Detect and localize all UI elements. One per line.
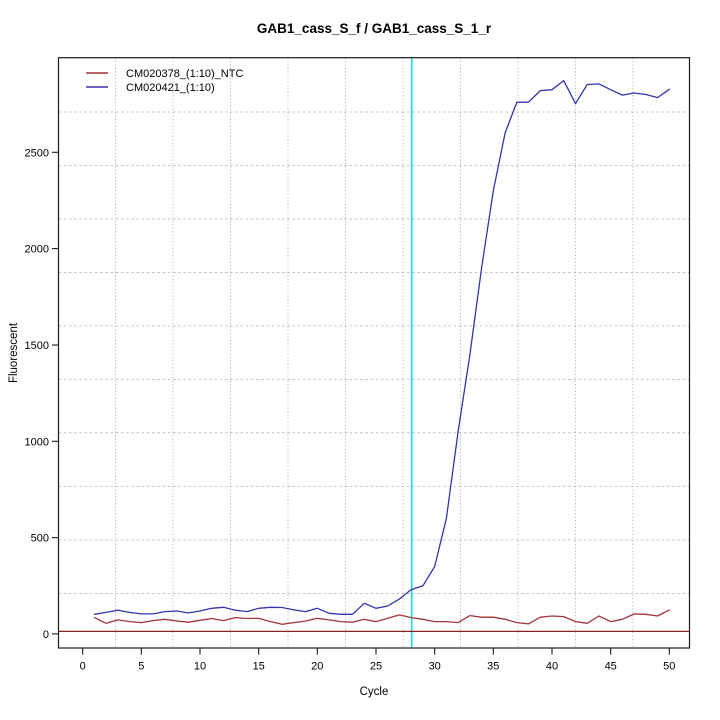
x-tick-label: 40 <box>546 661 558 673</box>
legend-label: CM020378_(1:10)_NTC <box>126 68 243 80</box>
y-tick-label: 1500 <box>25 340 49 352</box>
x-tick-label: 50 <box>663 661 675 673</box>
legend: CM020378_(1:10)_NTC CM020421_(1:10) <box>86 68 243 94</box>
y-tick-labels: 0 500 1000 1500 2000 2500 <box>25 147 49 641</box>
y-tick-label: 2000 <box>25 244 49 256</box>
chart-title: GAB1_cass_S_f / GAB1_cass_S_1_r <box>257 21 492 36</box>
x-tick-label: 35 <box>487 661 499 673</box>
x-tick-label: 30 <box>429 661 441 673</box>
y-tick-label: 0 <box>43 629 49 641</box>
y-axis-label: Fluorescent <box>8 322 20 383</box>
curve-ntc <box>93 609 670 625</box>
curve-sample <box>93 79 670 615</box>
x-axis-ticks <box>82 648 670 655</box>
legend-label: CM020421_(1:10) <box>126 82 215 94</box>
x-tick-label: 45 <box>605 661 617 673</box>
horizontal-gridlines <box>58 111 690 594</box>
x-tick-label: 10 <box>194 661 206 673</box>
y-tick-label: 2500 <box>25 147 49 159</box>
x-tick-label: 5 <box>138 661 144 673</box>
x-tick-label: 25 <box>370 661 382 673</box>
y-tick-label: 500 <box>31 533 49 545</box>
y-axis-ticks <box>52 151 59 635</box>
x-tick-label: 0 <box>80 661 86 673</box>
vertical-gridlines <box>115 57 634 648</box>
plot-border <box>57 57 691 649</box>
chart-layers: 0 5 10 15 20 25 30 35 40 45 5005001000150020002500… <box>25 57 691 673</box>
x-tick-labels: 0 5 10 15 20 25 30 35 40 45 50 <box>80 661 676 673</box>
x-tick-label: 15 <box>253 661 265 673</box>
x-tick-label: 20 <box>311 661 323 673</box>
x-axis-label: Cycle <box>360 686 389 698</box>
y-tick-label: 1000 <box>25 436 49 448</box>
